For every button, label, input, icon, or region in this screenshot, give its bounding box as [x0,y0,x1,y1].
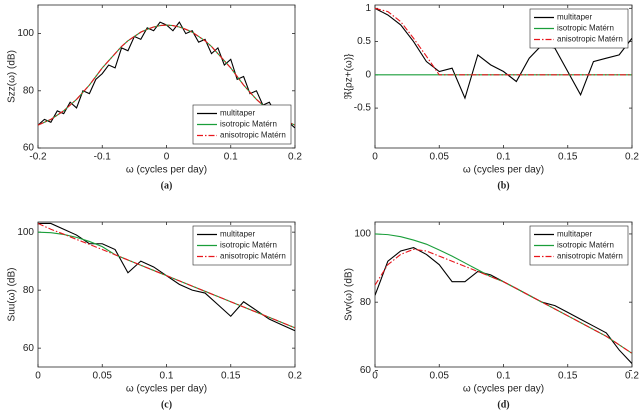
series-line [38,222,295,329]
x-tick-label: -0.1 [94,152,112,163]
y-axis-label: ℜ{ρz+(ω)} [344,53,355,99]
x-tick-label: 0.1 [160,371,174,382]
legend-label: anisotropic Matérn [557,252,623,261]
legend-label: isotropic Matérn [557,241,614,250]
legend-label: anisotropic Matérn [220,252,286,261]
series-line [375,248,632,354]
series-line [375,7,632,76]
x-axis-label: ω (cycles per day) [126,384,207,395]
y-tick-label: 0 [365,69,371,80]
x-tick-label: 0.05 [430,371,450,382]
legend-label: anisotropic Matérn [557,35,623,44]
x-tick-label: 0.1 [224,152,238,163]
y-tick-label: 60 [23,143,35,154]
x-tick-label: -0.2 [29,152,47,163]
y-axis-label: Szz(ω) (dB) [7,50,18,103]
y-tick-label: 80 [23,285,35,296]
legend-label: multitaper [557,230,592,239]
lines [375,233,632,364]
legend-label: multitaper [557,13,592,22]
x-tick-label: 0 [35,371,41,382]
legend-label: isotropic Matérn [220,241,277,250]
legend-label: anisotropic Matérn [220,131,286,140]
series-line [38,24,295,126]
x-axis-label: ω (cycles per day) [463,384,544,395]
y-tick-label: 0.5 [357,36,371,47]
legend-label: isotropic Matérn [557,24,614,33]
y-tick-label: 60 [360,365,372,376]
y-axis-label: Suu(ω) (dB) [7,268,18,322]
x-tick-label: 0.15 [558,152,578,163]
x-tick-label: 0 [164,152,170,163]
caption: (d) [497,399,509,410]
y-tick-label: 80 [23,85,35,96]
x-tick-label: 0.2 [625,152,639,163]
y-tick-label: 60 [23,343,35,354]
y-tick-label: 80 [360,297,372,308]
x-tick-label: 0.1 [497,152,511,163]
x-tick-label: 0.15 [221,371,241,382]
y-tick-label: -0.5 [354,103,372,114]
lines [375,7,632,100]
y-tick-label: 100 [17,227,34,238]
y-tick-label: 100 [354,229,371,240]
caption: (c) [161,399,172,410]
y-axis-label: Svv(ω) (dB) [344,268,355,321]
series-line [375,7,632,100]
x-tick-label: 0.15 [558,371,578,382]
legend-label: isotropic Matérn [220,120,277,129]
panel: 0 0.05 0.1 0.15 0.2 60 80 100 multitaper isotropi… [344,221,639,410]
x-tick-label: 0 [372,371,378,382]
legend-label: multitaper [220,109,255,118]
x-tick-label: 0.2 [288,152,302,163]
x-axis-label: ω (cycles per day) [126,165,207,176]
panel: -0.2 -0.1 0 0.1 0.2 60 80 100 multitaper isotropi… [7,4,302,191]
x-tick-label: 0.1 [497,371,511,382]
legend-label: multitaper [220,230,255,239]
x-axis-label: ω (cycles per day) [463,165,544,176]
caption: (b) [497,180,509,191]
x-tick-label: 0.2 [625,371,639,382]
lines [38,21,295,129]
caption: (a) [161,180,173,191]
panel: 0 0.05 0.1 0.15 0.2 60 80 100 multitaper isotropi… [7,221,302,410]
lines [38,222,295,332]
x-tick-label: 0.05 [430,152,450,163]
x-tick-label: 0.2 [288,371,302,382]
panel: 0 0.05 0.1 0.15 0.2 -0.5 0 0.5 1 multitaper isotro… [344,3,640,191]
y-tick-label: 1 [365,3,371,14]
x-tick-label: 0.05 [93,371,113,382]
y-tick-label: 100 [17,28,34,39]
x-tick-label: 0 [372,152,378,163]
